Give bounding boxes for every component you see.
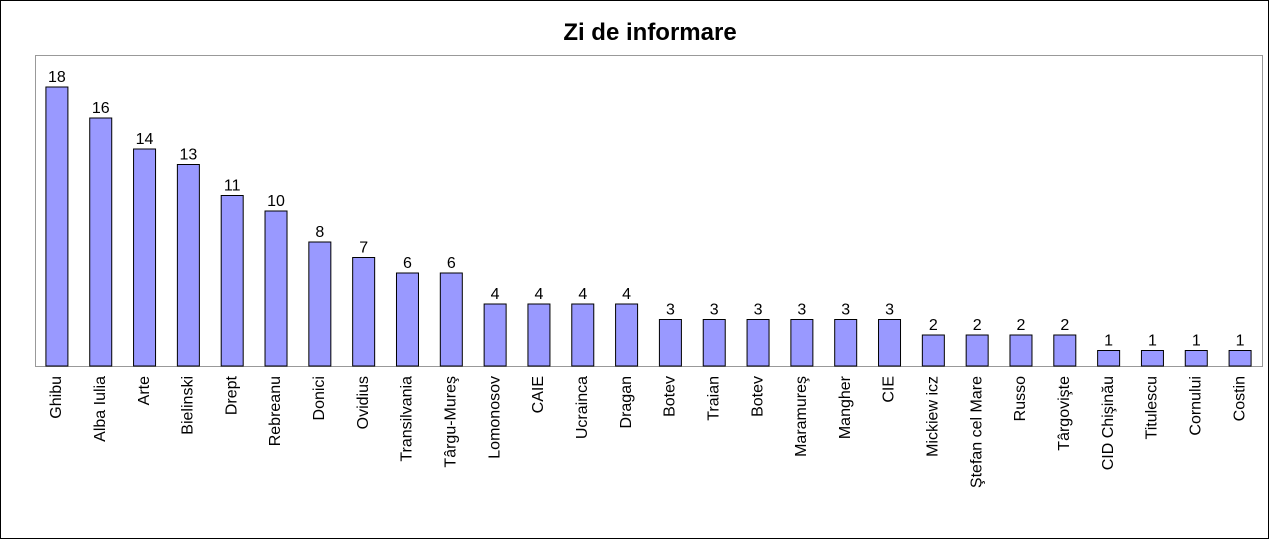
bar: [264, 210, 288, 367]
bar: [571, 303, 595, 367]
x-tick-label: Ucrainca: [574, 376, 591, 439]
bar: [45, 86, 69, 367]
value-label: 3: [754, 302, 763, 319]
value-label: 3: [710, 302, 719, 319]
x-tick-label: Drept: [223, 375, 240, 415]
bar: [965, 334, 989, 367]
value-label: 8: [315, 224, 324, 241]
bar: [1228, 350, 1252, 367]
value-label: 4: [578, 286, 587, 303]
x-tick-label: Ghibu: [48, 376, 65, 419]
bar: [790, 319, 814, 367]
bar: [746, 319, 770, 367]
x-tick-label: Botev: [662, 376, 679, 417]
value-label: 14: [136, 131, 154, 148]
x-tick-label: Donici: [311, 376, 328, 420]
bar: [395, 272, 419, 367]
bar: [439, 272, 463, 367]
bar: [352, 257, 376, 367]
value-label: 2: [1060, 317, 1069, 334]
x-tick-label: Târgu-Mureş: [443, 376, 460, 468]
value-label: 2: [973, 317, 982, 334]
x-tick-label: CIE: [881, 376, 898, 403]
x-tick-label: Rebreanu: [267, 376, 284, 446]
x-tick-label: Ştefan cel Mare: [968, 376, 985, 488]
value-label: 2: [929, 317, 938, 334]
x-tick-label: Traian: [705, 376, 722, 421]
x-tick-label: Lomonosov: [486, 376, 503, 459]
x-tick-label: Transilvania: [399, 376, 416, 462]
value-label: 6: [403, 255, 412, 272]
bar: [527, 303, 551, 367]
bar: [1140, 350, 1164, 367]
bar: [308, 241, 332, 367]
x-tick-label: Alba Iulia: [92, 376, 109, 442]
bar: [878, 319, 902, 367]
value-label: 4: [534, 286, 543, 303]
bar: [658, 319, 682, 367]
value-label: 3: [885, 302, 894, 319]
value-label: 6: [447, 255, 456, 272]
value-label: 18: [48, 69, 66, 86]
x-tick-label: Bielinski: [180, 376, 197, 435]
value-label: 3: [666, 302, 675, 319]
x-tick-label: Dragan: [618, 376, 635, 428]
x-tick-label: Mangher: [837, 375, 854, 439]
bar: [89, 117, 113, 367]
value-label: 13: [179, 147, 197, 164]
x-tick-label: Costin: [1231, 376, 1248, 421]
x-tick-label: CID Chişinău: [1100, 376, 1117, 470]
value-label: 1: [1236, 333, 1245, 350]
x-tick-label: Târgovişte: [1056, 376, 1073, 451]
value-label: 2: [1017, 317, 1026, 334]
value-label: 11: [224, 178, 241, 195]
bar: [1009, 334, 1033, 367]
x-tick-label: Maramureş: [793, 376, 810, 457]
value-label: 4: [491, 286, 500, 303]
bar: [1184, 350, 1208, 367]
value-label: 4: [622, 286, 631, 303]
bar: [176, 164, 200, 367]
x-tick-label: Arte: [136, 376, 153, 405]
x-tick-label: Titulescu: [1144, 376, 1161, 439]
bar: [220, 195, 244, 367]
chart-title: Zi de informare: [563, 19, 736, 46]
x-tick-label: Ovidius: [355, 376, 372, 429]
x-tick-label: CAIE: [530, 376, 547, 413]
bar: [702, 319, 726, 367]
bar: [133, 148, 157, 367]
value-label: 7: [359, 240, 368, 257]
value-label: 3: [841, 302, 850, 319]
value-label: 1: [1192, 333, 1201, 350]
bar: [615, 303, 639, 367]
value-label: 1: [1148, 333, 1157, 350]
x-tick-label: Russo: [1012, 376, 1029, 421]
value-label: 1: [1104, 333, 1113, 350]
bar: [1053, 334, 1077, 367]
bar: [483, 303, 507, 367]
value-label: 3: [797, 302, 806, 319]
plot-area: [35, 55, 1263, 367]
x-tick-label: Botev: [749, 376, 766, 417]
value-label: 16: [92, 100, 110, 117]
value-label: 10: [267, 193, 285, 210]
bar: [1097, 350, 1121, 367]
x-tick-label: Mickiew icz: [925, 376, 942, 457]
bar: [834, 319, 858, 367]
x-tick-label: Cornului: [1187, 376, 1204, 436]
bar: [921, 334, 945, 367]
